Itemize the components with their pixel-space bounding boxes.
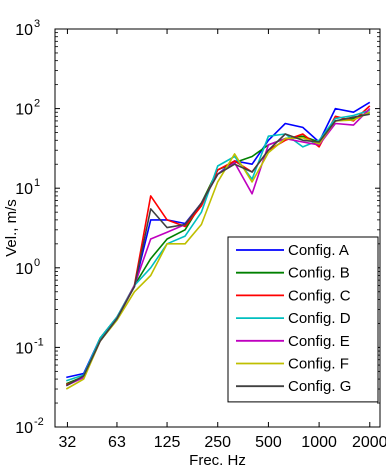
y-tick-label: 10 <box>15 420 33 437</box>
legend: Config. A Config. B Config. C Config. D Conf… <box>227 236 379 403</box>
legend-label: Config. E <box>288 333 350 350</box>
legend-box <box>227 236 379 403</box>
series-line-7 <box>65 113 370 387</box>
y-tick-exponent: -1 <box>34 336 44 348</box>
legend-label: Config. D <box>288 310 351 327</box>
legend-label: Config. B <box>288 265 350 282</box>
x-tick-label: 2000 <box>352 434 386 451</box>
x-tick-label: 250 <box>204 434 231 451</box>
y-tick-label: 10 <box>15 22 33 39</box>
plot-frame <box>54 28 381 428</box>
y-tick-label: 10 <box>15 261 33 278</box>
x-tick-label: 63 <box>108 434 126 451</box>
series-line-6 <box>65 111 371 390</box>
series-layer <box>65 101 371 390</box>
legend-label: Config. F <box>288 356 349 373</box>
y-tick-exponent: 3 <box>34 18 40 30</box>
y-axis-label: Vel., m/s <box>3 199 20 257</box>
y-tick-label: 10 <box>15 181 33 198</box>
y-tick-exponent: 1 <box>34 177 40 189</box>
legend-label: Config. C <box>288 287 351 304</box>
y-tick-exponent: 0 <box>34 257 40 269</box>
y-tick-exponent: -2 <box>34 416 44 428</box>
x-tick-label: 32 <box>59 434 77 451</box>
legend-label: Config. A <box>288 242 349 259</box>
x-axis-label: Frec. Hz <box>189 452 246 469</box>
legend-label: Config. G <box>288 378 351 395</box>
x-tick-label: 500 <box>255 434 282 451</box>
y-tick-label: 10 <box>15 102 33 119</box>
y-tick-label: 10 <box>15 340 33 357</box>
y-tick-exponent: 2 <box>34 98 40 110</box>
x-tick-label: 1000 <box>301 434 337 451</box>
x-tick-label: 125 <box>154 434 181 451</box>
